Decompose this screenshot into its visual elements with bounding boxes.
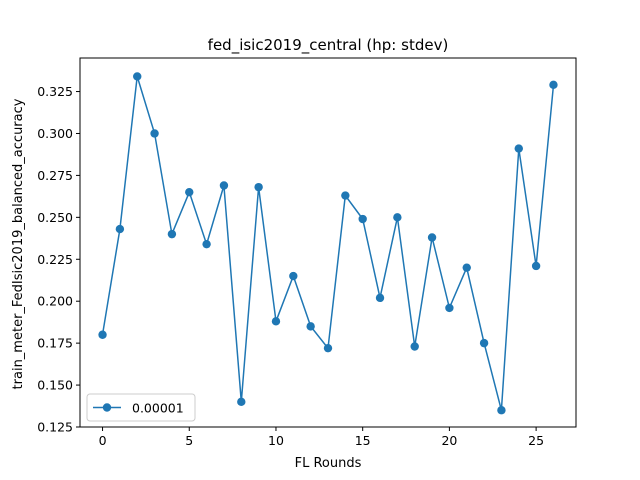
legend-label: 0.00001	[132, 401, 184, 416]
y-tick-label: 0.125	[37, 420, 73, 435]
data-point	[393, 213, 402, 222]
data-point	[358, 214, 367, 224]
legend-box	[86, 393, 196, 422]
plot-area: 0 5 10 15 20 25 0.125 0.150 0.175 0.200 0.225 0.250…	[37, 57, 577, 448]
y-tick-label: 0.275	[37, 168, 73, 183]
data-point	[167, 229, 177, 239]
data-point	[115, 224, 125, 234]
y-tick-label: 0.300	[37, 126, 73, 141]
y-tick-label: 0.250	[37, 210, 73, 225]
data-point	[445, 303, 454, 313]
data-point	[289, 271, 298, 281]
data-point	[375, 293, 385, 303]
data-point	[98, 330, 107, 339]
x-tick-label: 5	[185, 433, 193, 448]
legend: 0.00001	[86, 393, 196, 422]
series-line	[101, 76, 555, 411]
x-tick-label: 20	[441, 433, 457, 448]
x-tick-label: 0	[99, 433, 107, 448]
legend-marker	[102, 403, 112, 412]
data-point	[323, 343, 333, 353]
data-point	[514, 144, 523, 153]
data-point	[219, 181, 229, 190]
x-tick-label: 10	[268, 433, 284, 448]
y-tick-label: 0.225	[37, 252, 73, 267]
data-point	[133, 72, 142, 81]
x-tick-label: 25	[528, 433, 544, 448]
data-point	[341, 191, 350, 200]
chart-title: fed_isic2019_central (hp: stdev)	[208, 36, 449, 55]
data-point	[497, 406, 506, 415]
data-point	[549, 80, 558, 90]
data-point	[410, 342, 419, 351]
data-point	[237, 397, 246, 407]
y-tick-label: 0.200	[37, 294, 73, 309]
data-point	[531, 261, 541, 271]
data-point	[271, 317, 281, 326]
axes-frame	[79, 57, 577, 428]
y-axis-label: train_meter_FedIsic2019_balanced_accurac…	[11, 98, 26, 389]
y-tick-label: 0.150	[37, 378, 73, 393]
data-point	[462, 263, 471, 272]
data-point	[202, 239, 211, 249]
y-tick-label: 0.325	[37, 84, 73, 99]
data-point	[150, 129, 159, 138]
x-tick-label: 15	[355, 433, 371, 448]
x-axis-label: FL Rounds	[295, 456, 362, 471]
y-tick-label: 0.175	[37, 336, 73, 351]
data-point	[185, 187, 194, 197]
data-point	[427, 233, 437, 242]
data-point	[306, 322, 315, 331]
data-point	[479, 338, 489, 348]
data-point	[254, 182, 263, 192]
